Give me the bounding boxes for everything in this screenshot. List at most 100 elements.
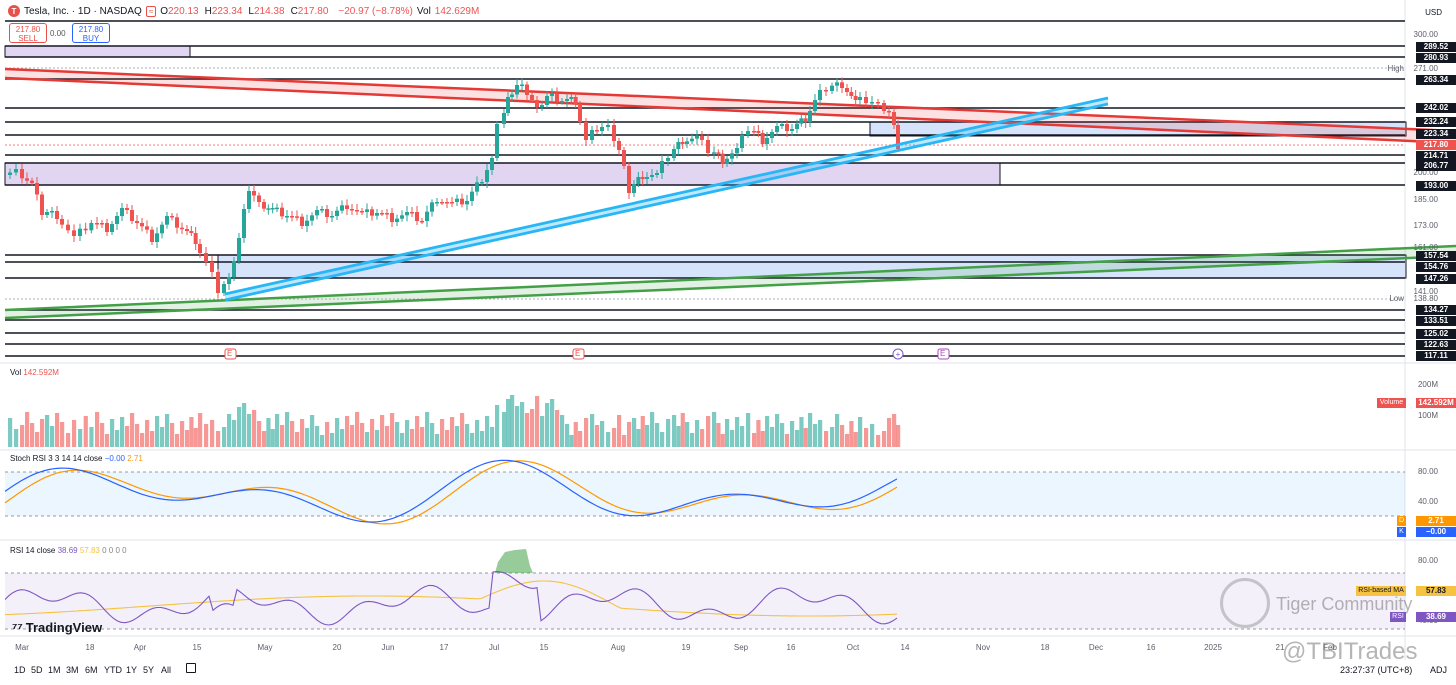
event-plus-icon[interactable]	[892, 348, 904, 360]
timeframe-1y[interactable]: 1Y	[126, 665, 138, 675]
rsi-tag-value[interactable]: 38.69	[1416, 612, 1456, 622]
candle-body	[415, 212, 419, 221]
green-trendline-lower[interactable]	[4, 254, 1456, 320]
price-level-tag[interactable]: 193.00	[1416, 181, 1456, 191]
volume-bar	[606, 432, 611, 447]
timeframe-all[interactable]: All	[161, 665, 172, 675]
candle-body	[690, 138, 694, 142]
price-label: 138.80	[1413, 294, 1438, 303]
earnings-marker-icon[interactable]	[937, 348, 950, 360]
supply-zone-top[interactable]	[4, 45, 191, 58]
support-zone-purple[interactable]	[4, 162, 1001, 186]
sell-button[interactable]: 217.80 SELL	[9, 23, 47, 43]
volume-bar	[876, 435, 881, 447]
timeframe-1d[interactable]: 1D	[14, 665, 26, 675]
rsi-ma-tag-value[interactable]: 57.83	[1416, 586, 1456, 596]
timeframe-5d[interactable]: 5D	[31, 665, 43, 675]
horizontal-levels[interactable]	[5, 20, 1405, 357]
volume-bar	[410, 429, 415, 447]
volume-bar	[204, 424, 209, 447]
price-level-tag[interactable]: 263.34	[1416, 75, 1456, 85]
price-level-tag[interactable]: 280.93	[1416, 53, 1456, 63]
blue-trendline-lower[interactable]	[224, 102, 1109, 302]
earnings-marker-icon[interactable]	[224, 348, 237, 360]
timeframe-1m[interactable]: 1M	[48, 665, 61, 675]
symbol-title[interactable]: Tesla, Inc. · 1D · NASDAQ	[24, 5, 142, 17]
candle-body	[840, 82, 844, 88]
red-downtrend-channel[interactable]	[4, 67, 1456, 145]
timeframe-ytd[interactable]: YTD	[104, 665, 122, 675]
price-level-tag[interactable]: 232.24	[1416, 117, 1456, 127]
candle-body	[853, 96, 858, 100]
candle-body	[666, 158, 670, 161]
volume-bar	[858, 417, 863, 447]
candle-body	[569, 97, 574, 99]
adj-toggle[interactable]: ADJ	[1430, 665, 1448, 675]
red-trendline-lower[interactable]	[4, 76, 1456, 145]
candle-body	[340, 205, 344, 211]
price-level-tag[interactable]: 134.27	[1416, 305, 1456, 315]
spread-value: 0.00	[50, 29, 66, 38]
volume-tag-value[interactable]: 142.592M	[1416, 398, 1456, 408]
price-level-tag[interactable]: 122.63	[1416, 340, 1456, 350]
candle-body	[887, 111, 891, 113]
candle-body	[578, 104, 582, 122]
stoch-k-tag-value[interactable]: −0.00	[1416, 527, 1456, 537]
volume-bar	[45, 415, 50, 447]
price-level-tag[interactable]: 133.51	[1416, 316, 1456, 326]
price-level-tag[interactable]: 242.02	[1416, 103, 1456, 113]
earnings-markers[interactable]: +	[224, 348, 950, 360]
compare-icon[interactable]: ≈	[145, 5, 157, 17]
green-trendline-upper[interactable]	[4, 244, 1456, 312]
last-price-tag[interactable]: 217.80	[1416, 140, 1456, 150]
volume-bar	[450, 417, 455, 447]
candle-body	[189, 231, 194, 233]
price-level-tag[interactable]: 154.76	[1416, 262, 1456, 272]
candle-body	[627, 166, 631, 193]
volume-bar	[257, 421, 262, 447]
buy-button[interactable]: 217.80 BUY	[72, 23, 110, 43]
price-level-tag[interactable]: 157.54	[1416, 251, 1456, 261]
price-level-tag[interactable]: 223.34	[1416, 129, 1456, 139]
clock[interactable]: 23:27:37 (UTC+8)	[1340, 665, 1413, 675]
candle-body	[835, 82, 839, 86]
stoch-d-value: 2.71	[127, 454, 143, 463]
volume-bar	[660, 432, 665, 447]
candle-body	[760, 133, 765, 144]
volume-bar	[14, 429, 19, 447]
price-level-tag[interactable]: 214.71	[1416, 151, 1456, 161]
price-level-tag[interactable]: 125.02	[1416, 329, 1456, 339]
timeframe-5y[interactable]: 5Y	[143, 665, 155, 675]
earnings-marker-icon[interactable]	[572, 348, 585, 360]
currency-label[interactable]: USD	[1425, 8, 1442, 17]
volume-bar	[790, 421, 795, 447]
candle-body	[270, 208, 275, 210]
price-level-tag[interactable]: 289.52	[1416, 42, 1456, 52]
price-level-tag[interactable]: 147.26	[1416, 274, 1456, 284]
blue-trendline-upper[interactable]	[224, 96, 1109, 296]
price-level-tag[interactable]: 117.11	[1416, 351, 1456, 361]
calendar-icon[interactable]	[186, 663, 196, 673]
rsi-line	[4, 571, 898, 626]
price-level-tag[interactable]: 206.77	[1416, 161, 1456, 171]
timeframe-3m[interactable]: 3M	[66, 665, 79, 675]
volume-bar	[242, 403, 247, 447]
blue-channel-fill	[225, 98, 1108, 300]
volume-bar	[813, 424, 818, 447]
red-trendline-upper[interactable]	[4, 67, 1456, 133]
volume-bar	[700, 429, 705, 447]
price-label: 141.00	[1413, 287, 1438, 296]
candle-body	[175, 217, 179, 228]
candle-body	[440, 202, 444, 204]
volume-bar	[799, 417, 804, 447]
candle-body	[247, 191, 251, 209]
candle-body	[395, 218, 399, 222]
candle-body	[770, 132, 774, 138]
green-uptrend-channel[interactable]	[4, 244, 1456, 320]
stoch-d-tag-value[interactable]: 2.71	[1416, 516, 1456, 526]
blue-uptrend-channel[interactable]	[224, 96, 1109, 302]
timeframe-6m[interactable]: 6M	[85, 665, 98, 675]
time-label: 15	[539, 643, 549, 652]
candle-body	[830, 85, 834, 91]
